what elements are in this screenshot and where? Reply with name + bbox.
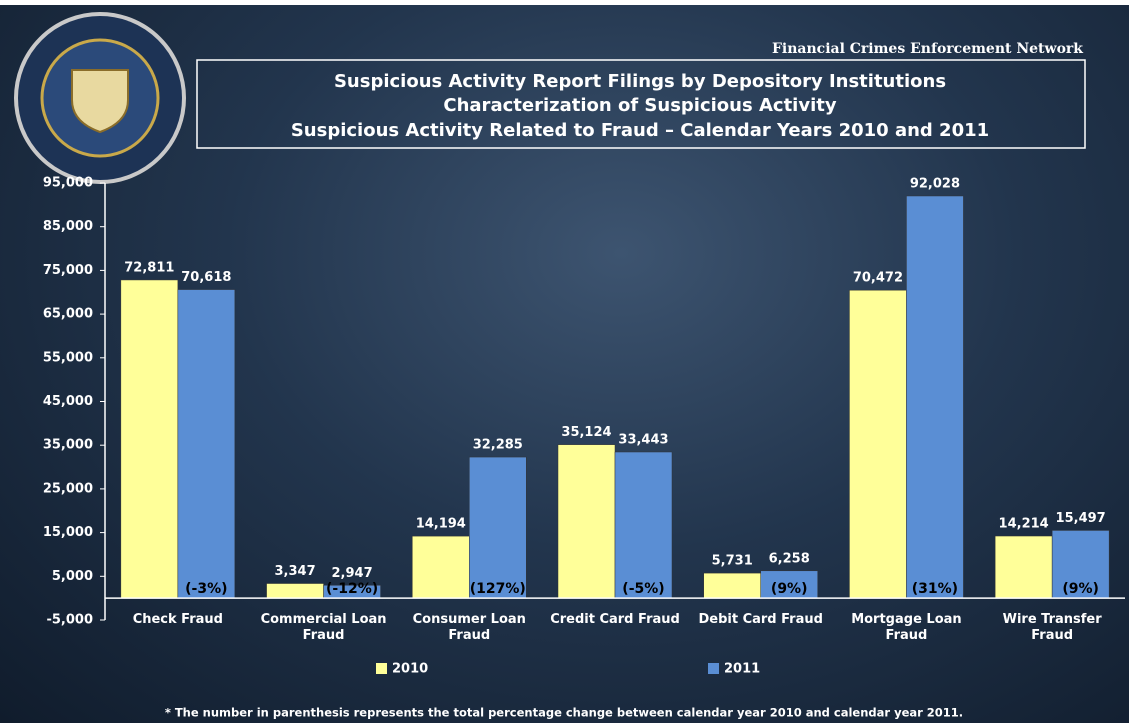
bar xyxy=(906,195,964,599)
value-label: 14,194 xyxy=(416,517,466,532)
y-tick-label: 55,000 xyxy=(43,350,93,365)
x-tick-label: Consumer Loan Fraud xyxy=(412,612,526,643)
x-tick-label: Credit Card Fraud xyxy=(550,612,680,627)
y-tick-label: 15,000 xyxy=(43,525,93,540)
bar xyxy=(177,289,236,599)
change-label: (-5%) xyxy=(622,581,664,597)
value-label: 6,258 xyxy=(769,551,810,566)
value-label: 92,028 xyxy=(910,176,960,191)
title: Suspicious Activity Report Filings by De… xyxy=(334,71,946,92)
bar xyxy=(469,456,527,599)
bar xyxy=(266,583,324,599)
x-tick-label: Mortgage Loan Fraud xyxy=(851,612,962,643)
seal xyxy=(14,12,186,184)
bar xyxy=(994,535,1053,599)
value-label: 5,731 xyxy=(712,554,753,569)
value-label: 35,124 xyxy=(561,425,611,440)
value-label: 2,947 xyxy=(332,566,373,581)
change-label: (-3%) xyxy=(185,581,227,597)
legend-swatch xyxy=(376,663,387,674)
legend-label: 2011 xyxy=(724,662,760,677)
x-tick-label: Commercial Loan Fraud xyxy=(260,612,387,643)
change-label: (127%) xyxy=(470,581,526,597)
legend-swatch xyxy=(708,663,719,674)
y-tick-label: 5,000 xyxy=(52,569,93,584)
bar xyxy=(412,535,470,599)
header: Financial Crimes Enforcement Network xyxy=(772,41,1083,57)
y-tick-label: 25,000 xyxy=(43,481,93,496)
value-label: 3,347 xyxy=(275,564,316,579)
bar xyxy=(760,570,818,599)
value-label: 14,214 xyxy=(999,517,1049,532)
x-tick-label: Check Fraud xyxy=(132,612,223,627)
y-tick-label: 95,000 xyxy=(43,176,93,191)
x-tick-label: Wire Transfer Fraud xyxy=(1002,612,1102,643)
y-tick-label: 45,000 xyxy=(43,394,93,409)
y-tick-label: 75,000 xyxy=(43,263,93,278)
title-box xyxy=(196,59,1086,149)
y-tick-label: 85,000 xyxy=(43,219,93,234)
change-label: (9%) xyxy=(1062,581,1099,597)
change-label: (31%) xyxy=(912,581,958,597)
bar xyxy=(849,289,907,599)
bar xyxy=(703,572,761,599)
value-label: 72,811 xyxy=(124,260,174,275)
y-tick-label: -5,000 xyxy=(46,613,93,628)
change-label: (-12%) xyxy=(326,581,378,597)
value-label: 70,618 xyxy=(181,270,231,285)
title: Characterization of Suspicious Activity xyxy=(443,95,836,116)
bar xyxy=(120,279,179,599)
value-label: 15,497 xyxy=(1056,511,1106,526)
value-label: 33,443 xyxy=(618,433,668,448)
legend-label: 2010 xyxy=(392,662,428,677)
value-label: 32,285 xyxy=(473,438,523,453)
bar xyxy=(557,444,616,599)
y-tick-label: 35,000 xyxy=(43,438,93,453)
top-strip xyxy=(0,0,1129,5)
x-tick-label: Debit Card Fraud xyxy=(698,612,823,627)
title: Suspicious Activity Related to Fraud – C… xyxy=(291,120,989,141)
value-label: 70,472 xyxy=(853,271,903,286)
y-tick-label: 65,000 xyxy=(43,307,93,322)
change-label: (9%) xyxy=(771,581,808,597)
bar xyxy=(614,451,673,599)
footnote: * The number in parenthesis represents t… xyxy=(165,706,963,720)
